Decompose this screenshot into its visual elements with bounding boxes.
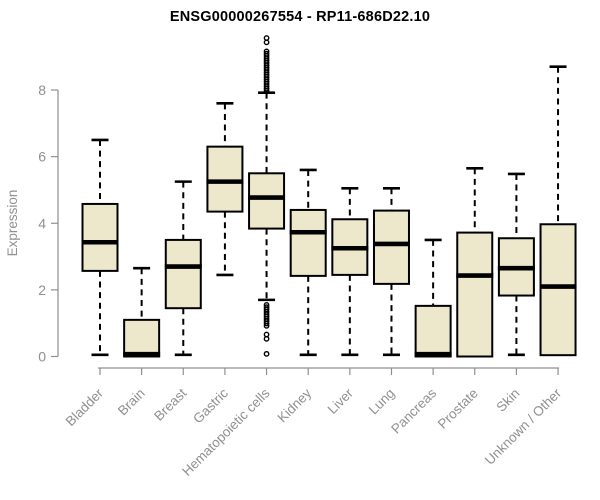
outlier-point [263, 320, 270, 327]
iqr-box [164, 238, 202, 310]
box-liver [331, 186, 369, 357]
y-tick-label: 8 [38, 82, 46, 98]
box-pancreas [414, 238, 452, 358]
iqr-box [414, 304, 452, 358]
chart-title: ENSG00000267554 - RP11-686D22.10 [169, 9, 431, 25]
x-category-label: Pancreas [388, 385, 439, 436]
box-prostate [456, 166, 494, 358]
outlier-point [263, 88, 270, 94]
x-category-label: Unknown / Other [482, 385, 565, 468]
iqr-box [206, 145, 244, 213]
outlier-point [263, 39, 270, 46]
iqr-box [289, 208, 327, 277]
box-skin [497, 172, 535, 357]
iqr-box [81, 202, 119, 272]
x-category-label: Bladder [63, 385, 107, 429]
x-category-label: Gastric [190, 385, 231, 426]
iqr-box [372, 209, 410, 285]
x-category-label: Breast [151, 385, 189, 423]
iqr-box [539, 223, 577, 357]
y-tick-label: 6 [38, 149, 46, 165]
iqr-box [248, 172, 286, 230]
box-unknown-other [539, 65, 577, 357]
box-breast [164, 180, 202, 357]
y-tick-label: 2 [38, 282, 46, 298]
box-brain [123, 266, 161, 358]
y-tick-label: 0 [38, 349, 46, 365]
outlier-point [263, 350, 270, 357]
outlier-point [263, 85, 270, 92]
box-lung [372, 186, 410, 357]
box-kidney [289, 168, 327, 357]
x-category-label: Liver [325, 385, 357, 417]
x-category-label: Skin [493, 386, 522, 415]
box-bladder [81, 138, 119, 357]
box-hematopoietic-cells [248, 35, 286, 357]
x-category-label: Kidney [275, 385, 315, 425]
x-category-label: Lung [366, 386, 398, 418]
outlier-point [263, 335, 270, 342]
iqr-box [123, 318, 161, 358]
x-category-label: Brain [115, 386, 148, 419]
outlier-point [263, 322, 270, 329]
y-tick-label: 4 [38, 215, 46, 231]
box-gastric [206, 102, 244, 277]
x-category-label: Prostate [435, 386, 481, 432]
iqr-box [456, 231, 494, 358]
